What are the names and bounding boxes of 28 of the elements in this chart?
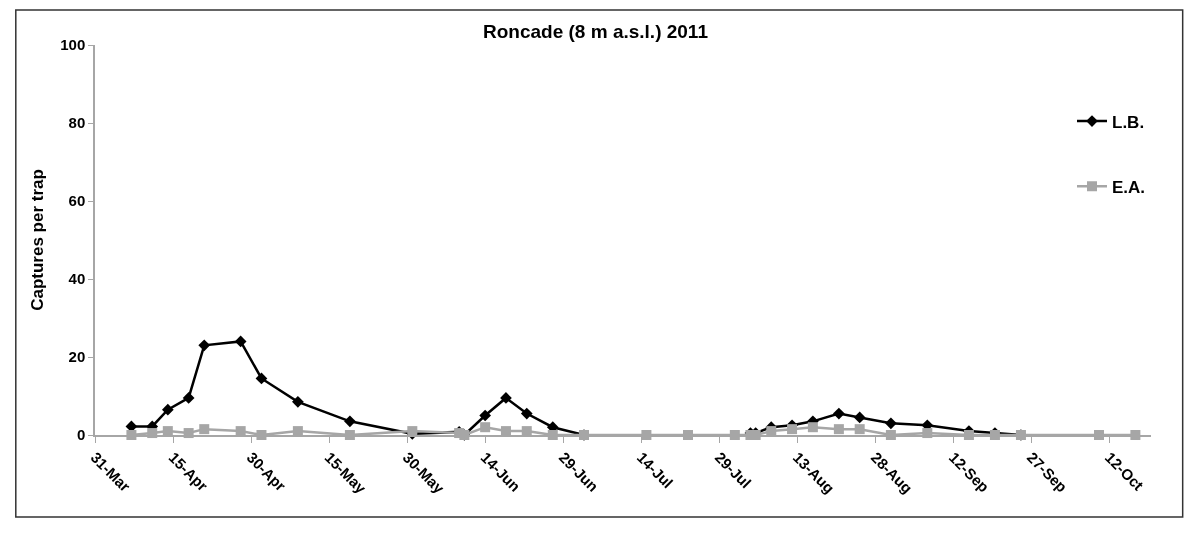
point	[833, 424, 844, 435]
y-tick-label: 0	[76, 426, 86, 444]
point	[161, 403, 174, 416]
point	[885, 417, 897, 430]
point	[854, 424, 865, 435]
point	[182, 392, 195, 404]
point	[807, 422, 818, 433]
point	[234, 335, 247, 348]
y-tick-label: 20	[68, 348, 86, 366]
chart-title: Roncade (8 m a.s.l.) 2011	[483, 20, 709, 42]
point	[479, 409, 491, 422]
y-tick-label: 100	[60, 36, 86, 54]
y-tick-label: 80	[68, 114, 86, 132]
point	[520, 407, 533, 420]
legend-label: L.B.	[1112, 112, 1145, 132]
point	[292, 396, 304, 408]
point	[255, 372, 268, 385]
point	[344, 415, 356, 428]
y-tick-label: 40	[68, 270, 86, 288]
point	[198, 339, 211, 352]
point	[199, 424, 210, 435]
legend-label: E.A.	[1112, 177, 1146, 197]
y-axis-title: Captures per trap	[28, 169, 48, 311]
point	[787, 424, 798, 435]
point	[833, 407, 845, 420]
point	[853, 411, 866, 424]
y-tick-label: 60	[68, 192, 86, 210]
point	[480, 422, 491, 433]
